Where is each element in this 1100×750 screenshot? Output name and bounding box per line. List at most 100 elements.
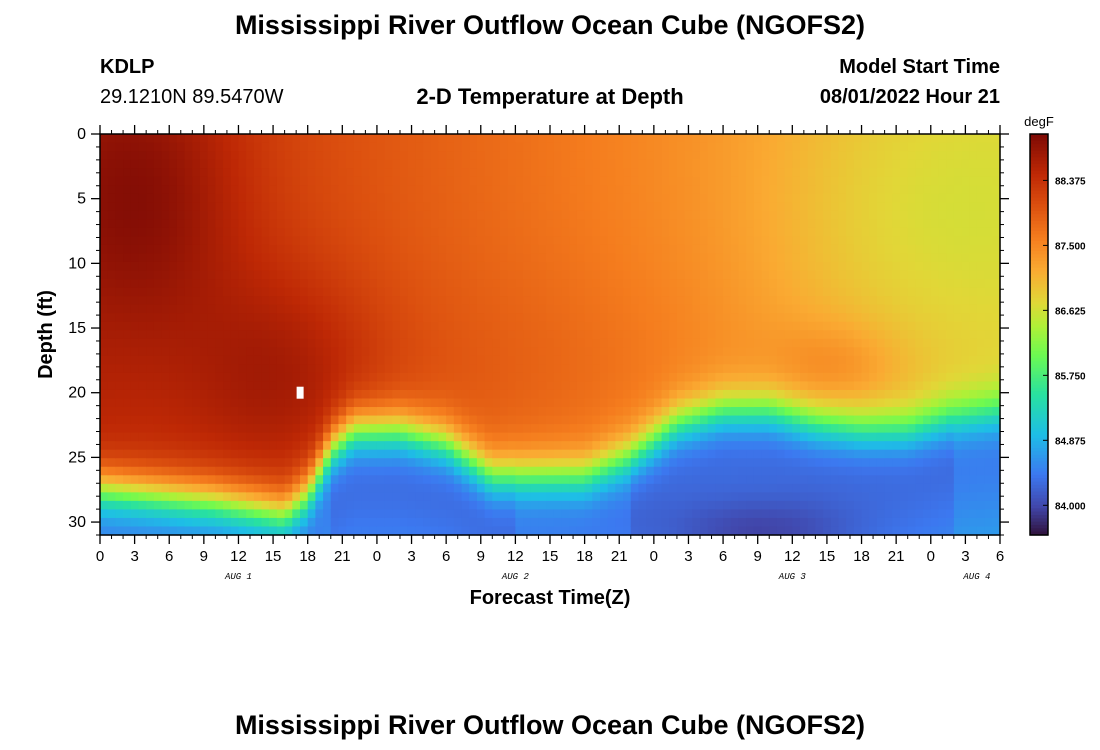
heatmap-cell bbox=[207, 270, 216, 280]
heatmap-cell bbox=[807, 134, 816, 144]
heatmap-cell bbox=[553, 330, 563, 340]
heatmap-cell bbox=[492, 304, 501, 314]
heatmap-cell bbox=[592, 244, 601, 255]
heatmap-cell bbox=[492, 407, 501, 417]
heatmap-cell bbox=[684, 296, 693, 306]
heatmap-cell bbox=[415, 227, 424, 237]
heatmap-cell bbox=[476, 321, 486, 331]
heatmap-cell bbox=[815, 389, 824, 400]
heatmap-cell bbox=[100, 219, 109, 229]
heatmap-cell bbox=[400, 202, 409, 212]
heatmap-cell bbox=[753, 475, 763, 485]
heatmap-cell bbox=[561, 227, 570, 237]
heatmap-cell bbox=[138, 364, 147, 374]
heatmap-cell bbox=[192, 210, 201, 220]
heatmap-cell bbox=[315, 389, 324, 400]
heatmap-cell bbox=[730, 355, 740, 365]
heatmap-cell bbox=[738, 159, 747, 169]
heatmap-cell bbox=[184, 287, 193, 297]
heatmap-cell bbox=[253, 287, 263, 297]
heatmap-cell bbox=[815, 330, 824, 340]
heatmap-cell bbox=[615, 219, 624, 229]
heatmap-cell bbox=[746, 287, 755, 297]
heatmap-cell bbox=[500, 142, 509, 152]
heatmap-cell bbox=[884, 492, 893, 502]
heatmap-cell bbox=[684, 270, 693, 280]
heatmap-cell bbox=[876, 458, 886, 468]
heatmap-cell bbox=[700, 372, 709, 383]
heatmap-cell bbox=[215, 372, 224, 383]
heatmap-cell bbox=[307, 227, 316, 237]
heatmap-cell bbox=[769, 193, 778, 203]
heatmap-cell bbox=[438, 193, 447, 203]
heatmap-cell bbox=[861, 338, 870, 348]
heatmap-cell bbox=[369, 372, 378, 383]
heatmap-cell bbox=[553, 151, 563, 161]
heatmap-cell bbox=[446, 441, 455, 451]
heatmap-cell bbox=[461, 509, 470, 519]
heatmap-cell bbox=[330, 475, 340, 485]
heatmap-cell bbox=[115, 458, 124, 468]
heatmap-cell bbox=[507, 313, 516, 323]
heatmap-cell bbox=[476, 500, 486, 510]
heatmap-cell bbox=[700, 330, 709, 340]
heatmap-cell bbox=[407, 210, 416, 220]
heatmap-cell bbox=[423, 483, 432, 493]
heatmap-cell bbox=[576, 159, 586, 169]
heatmap-cell bbox=[130, 227, 140, 237]
heatmap-cell bbox=[376, 279, 386, 289]
heatmap-cell bbox=[784, 210, 793, 220]
heatmap-cell bbox=[576, 355, 586, 365]
heatmap-cell bbox=[523, 526, 532, 536]
heatmap-cell bbox=[261, 483, 270, 493]
heatmap-cell bbox=[884, 483, 893, 493]
heatmap-cell bbox=[569, 372, 578, 383]
heatmap-cell bbox=[284, 355, 293, 365]
heatmap-cell bbox=[823, 296, 832, 306]
heatmap-cell bbox=[546, 142, 555, 152]
heatmap-cell bbox=[876, 304, 886, 314]
heatmap-cell bbox=[646, 219, 655, 229]
heatmap-cell bbox=[792, 296, 801, 306]
heatmap-cell bbox=[669, 168, 678, 178]
heatmap-cell bbox=[200, 330, 209, 340]
heatmap-cell bbox=[276, 321, 286, 331]
heatmap-cell bbox=[776, 296, 786, 306]
heatmap-cell bbox=[153, 134, 163, 144]
heatmap-cell bbox=[653, 279, 663, 289]
heatmap-cell bbox=[838, 389, 847, 400]
heatmap-cell bbox=[700, 432, 709, 442]
heatmap-cell bbox=[438, 236, 447, 246]
heatmap-cell bbox=[707, 168, 716, 178]
heatmap-cell bbox=[515, 389, 524, 400]
heatmap-cell bbox=[115, 219, 124, 229]
heatmap-cell bbox=[684, 142, 693, 152]
heatmap-cell bbox=[200, 347, 209, 357]
heatmap-cell bbox=[846, 483, 855, 493]
heatmap-cell bbox=[592, 449, 601, 459]
heatmap-cell bbox=[723, 270, 732, 280]
heatmap-cell bbox=[507, 261, 516, 272]
heatmap-cell bbox=[853, 236, 863, 246]
heatmap-cell bbox=[484, 227, 493, 237]
heatmap-cell bbox=[430, 210, 440, 220]
heatmap-cell bbox=[492, 398, 501, 408]
heatmap-cell bbox=[100, 176, 109, 186]
heatmap-cell bbox=[846, 176, 855, 186]
heatmap-cell bbox=[292, 321, 301, 331]
heatmap-cell bbox=[746, 372, 755, 383]
heatmap-cell bbox=[246, 270, 255, 280]
heatmap-cell bbox=[100, 134, 109, 144]
heatmap-cell bbox=[453, 492, 463, 502]
heatmap-cell bbox=[469, 449, 478, 459]
heatmap-cell bbox=[676, 449, 686, 459]
heatmap-cell bbox=[138, 202, 147, 212]
heatmap-cell bbox=[576, 202, 586, 212]
heatmap-cell bbox=[592, 168, 601, 178]
heatmap-cell bbox=[661, 227, 670, 237]
heatmap-cell bbox=[576, 483, 586, 493]
heatmap-cell bbox=[292, 509, 301, 519]
heatmap-cell bbox=[569, 364, 578, 374]
plot-title: 2-D Temperature at Depth bbox=[416, 84, 684, 109]
heatmap-cell bbox=[530, 185, 540, 195]
